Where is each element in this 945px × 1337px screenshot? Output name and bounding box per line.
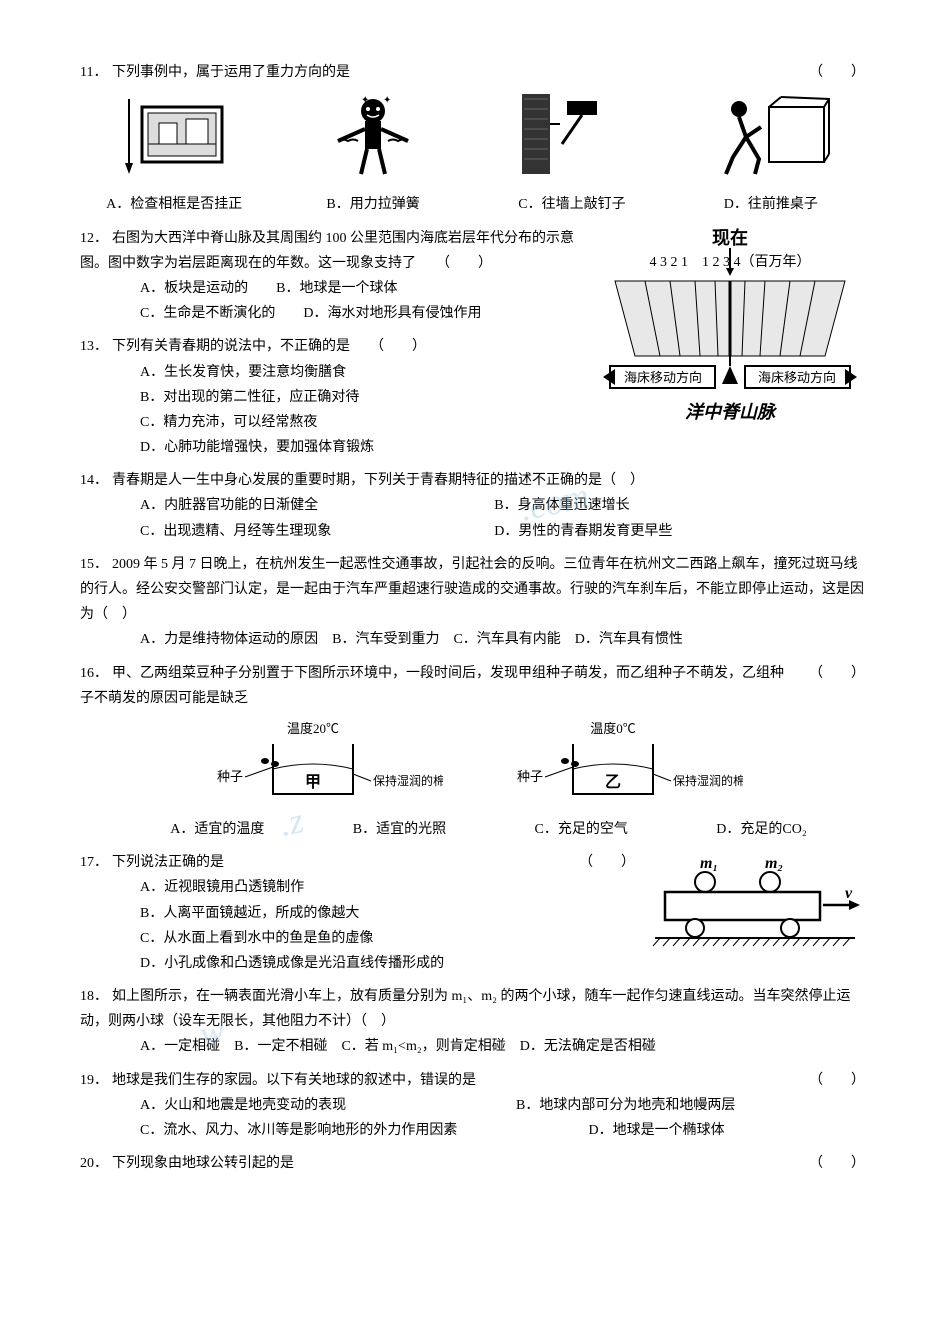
q-text: 如上图所示，在一辆表面光滑小车上，放有质量分别为 m₁、m₂ 的两个小球，随车一… [80, 989, 851, 1029]
q-number: 16． [80, 661, 112, 686]
q-number: 17． [80, 850, 112, 875]
option-a: A．生长发育快，要注意均衡膳食 [80, 360, 585, 385]
q-number: 18． [80, 984, 112, 1009]
option-a: A．板块是运动的 [140, 276, 248, 301]
q-text: 下列有关青春期的说法中，不正确的是 [112, 339, 350, 354]
option-c: C．生命是不断演化的 [140, 301, 275, 326]
option-b: B．适宜的光照 [353, 817, 446, 842]
option-b-label: B．用力拉弹簧 [279, 192, 467, 217]
q-number: 13． [80, 334, 112, 359]
q-number: 15． [80, 552, 112, 577]
option-b: B．地球内部可分为地壳和地幔两层 [516, 1093, 735, 1118]
svg-text:乙: 乙 [604, 774, 620, 791]
option-d: D．心肺功能增强快，要加强体育锻炼 [80, 435, 585, 460]
q-number: 11． [80, 60, 112, 85]
svg-text:保持湿润的棉花: 保持湿润的棉花 [373, 773, 443, 788]
question-14: 14．青春期是人一生中身心发展的重要时期，下列关于青春期特征的描述不正确的是（ … [80, 468, 865, 544]
question-17: m₁ m₂ v 17．下列 [80, 850, 865, 976]
q16-diagram: 温度20℃ 种子 甲 保持湿润的棉花 温度0℃ 种子 乙 保持湿润的棉花 [80, 719, 865, 809]
answer-paren: （ ） [809, 1068, 865, 1093]
option-a: A．火山和地震是地壳变动的表现 [140, 1093, 488, 1118]
svg-text:✦: ✦ [361, 95, 369, 106]
option-b: B．地球是一个球体 [276, 276, 397, 301]
svg-text:海床移动方向: 海床移动方向 [624, 370, 702, 385]
svg-text:现在: 现在 [712, 227, 748, 248]
option-a-label: A．检查相框是否挂正 [80, 192, 268, 217]
question-11: 11．下列事例中，属于运用了重力方向的是 （ ） [80, 60, 865, 218]
option-a: A．适宜的温度 [170, 817, 264, 842]
option-b: B．身高体重迅速增长 [494, 493, 629, 518]
question-20: 20．下列现象由地球公转引起的是 （ ） [80, 1151, 865, 1176]
q-text: 下列事例中，属于运用了重力方向的是 [112, 65, 350, 80]
q-number: 12． [80, 226, 112, 251]
svg-text:保持湿润的棉花: 保持湿润的棉花 [673, 773, 743, 788]
question-18: 18．如上图所示，在一辆表面光滑小车上，放有质量分别为 m₁、m₂ 的两个小球，… [80, 984, 865, 1060]
option-a: A．内脏器官功能的日渐健全 [140, 493, 466, 518]
question-12: 12．右图为大西洋中脊山脉及其周围约 100 公里范围内海底岩层年代分布的示意图… [80, 226, 585, 327]
option-c-label: C．往墙上敲钉子 [478, 192, 666, 217]
answer-paren: （ ） [809, 1151, 865, 1176]
answer-paren: （ ） [579, 850, 635, 875]
option-c: C．充足的空气 [535, 817, 628, 842]
svg-text:甲: 甲 [304, 773, 320, 791]
q-text: 下列说法正确的是 [112, 855, 224, 870]
option-c: C．流水、风力、冰川等是影响地形的外力作用因素 [140, 1118, 561, 1143]
option-d: D．海水对地形具有侵蚀作用 [303, 301, 481, 326]
q-text: 2009 年 5 月 7 日晚上，在杭州发生一起恶性交通事故，引起社会的反响。三… [80, 557, 864, 622]
svg-text:温度20℃: 温度20℃ [286, 721, 338, 736]
option-d: D．地球是一个椭球体 [589, 1118, 725, 1143]
q-text: 青春期是人一生中身心发展的重要时期，下列关于青春期特征的描述不正确的是（ ） [112, 473, 644, 488]
question-13: 13．下列有关青春期的说法中，不正确的是（ ） A．生长发育快，要注意均衡膳食 … [80, 334, 585, 460]
answer-paren: （ ） [809, 60, 865, 85]
question-15: 15．2009 年 5 月 7 日晚上，在杭州发生一起恶性交通事故，引起社会的反… [80, 552, 865, 653]
option-a-image [80, 89, 268, 188]
q12-diagram: 现在 4 3 2 1 1 2 3 4（百万年） 海床移动方向 海床移动方向 洋中… [595, 226, 865, 469]
option-d-label: D．往前推桌子 [677, 192, 865, 217]
question-16: 16．甲、乙两组菜豆种子分别置于下图所示环境中，一段时间后，发现甲组种子萌发，而… [80, 661, 865, 843]
option-line: A．力是维持物体运动的原因 B．汽车受到重力 C．汽车具有内能 D．汽车具有惯性 [80, 627, 865, 652]
q-text: 地球是我们生存的家园。以下有关地球的叙述中，错误的是 [112, 1073, 476, 1088]
answer-paren: （ ） [809, 661, 865, 686]
q-text: 下列现象由地球公转引起的是 [112, 1156, 294, 1171]
q-text: 甲、乙两组菜豆种子分别置于下图所示环境中，一段时间后，发现甲组种子萌发，而乙组种… [80, 666, 784, 706]
q-text: 右图为大西洋中脊山脉及其周围约 100 公里范围内海底岩层年代分布的示意图。图中… [80, 231, 574, 271]
answer-paren: （ ） [436, 256, 492, 271]
svg-text:洋中脊山脉: 洋中脊山脉 [685, 402, 778, 422]
option-d-image [677, 89, 865, 188]
q-number: 14． [80, 468, 112, 493]
option-d: D．充足的CO₂ [716, 817, 806, 842]
svg-text:v: v [845, 885, 853, 902]
question-19: 19．地球是我们生存的家园。以下有关地球的叙述中，错误的是 （ ） A．火山和地… [80, 1068, 865, 1144]
option-c: C．精力充沛，可以经常熬夜 [80, 410, 585, 435]
svg-text:海床移动方向: 海床移动方向 [758, 370, 836, 385]
option-d: D．男性的青春期发育更早些 [494, 519, 672, 544]
svg-text:种子: 种子 [516, 769, 542, 784]
q-number: 19． [80, 1068, 112, 1093]
svg-text:✦: ✦ [383, 95, 391, 106]
q17-diagram: m₁ m₂ v [645, 850, 865, 959]
svg-text:温度0℃: 温度0℃ [590, 721, 636, 736]
answer-paren: （ ） [370, 339, 426, 354]
option-b-image: ✦ ✦ [279, 89, 467, 188]
option-c: C．出现遗精、月经等生理现象 [140, 519, 466, 544]
svg-text:种子: 种子 [216, 769, 242, 784]
option-line: A．一定相碰 B．一定不相碰 C．若 m₁<m₂，则肯定相碰 D．无法确定是否相… [80, 1034, 865, 1059]
svg-text:m₂: m₂ [765, 855, 783, 872]
option-b: B．对出现的第二性征，应正确对待 [80, 385, 585, 410]
option-c-image [478, 89, 666, 188]
q-number: 20． [80, 1151, 112, 1176]
svg-text:m₁: m₁ [700, 855, 718, 872]
